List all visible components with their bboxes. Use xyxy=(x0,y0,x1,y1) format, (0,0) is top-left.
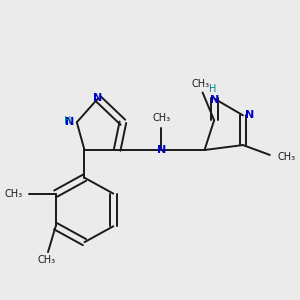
Text: N: N xyxy=(157,145,166,155)
Text: CH₃: CH₃ xyxy=(278,152,296,162)
Text: N: N xyxy=(65,117,74,127)
Text: N: N xyxy=(209,95,219,106)
Text: N: N xyxy=(93,94,103,103)
Text: N: N xyxy=(245,110,254,120)
Text: CH₃: CH₃ xyxy=(192,79,210,88)
Text: CH₃: CH₃ xyxy=(37,255,55,265)
Text: CH₃: CH₃ xyxy=(5,189,23,199)
Text: H: H xyxy=(64,116,71,126)
Text: H: H xyxy=(208,84,216,94)
Text: CH₃: CH₃ xyxy=(152,113,170,123)
